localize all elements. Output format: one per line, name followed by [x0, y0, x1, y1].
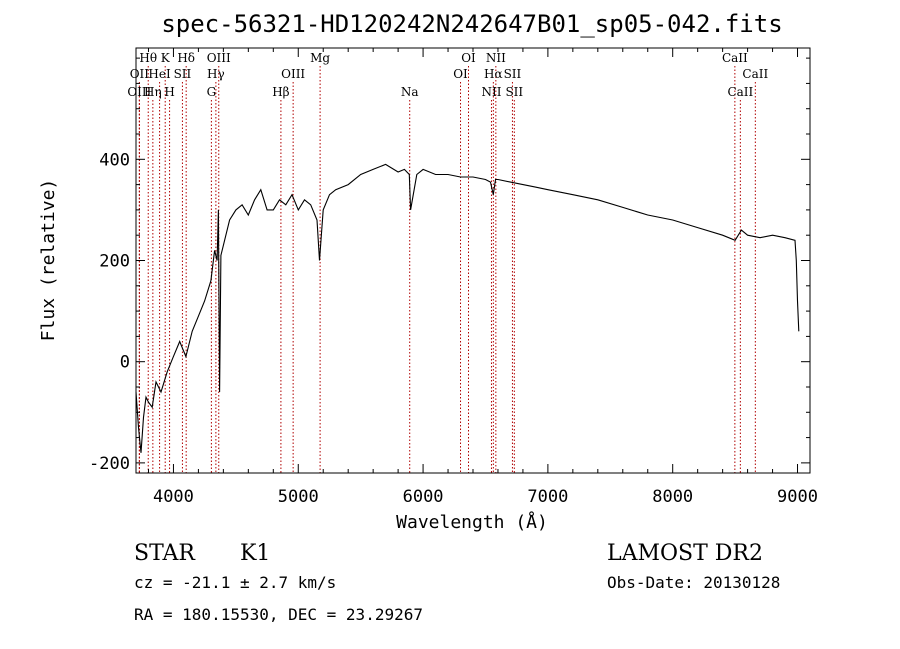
- spectral-line-label: CaII: [742, 67, 768, 81]
- x-tick-label: 6000: [403, 487, 444, 507]
- x-axis-label: Wavelength (Å): [396, 511, 548, 533]
- survey-label: LAMOST DR2: [607, 541, 763, 566]
- spectral-line-label: Hα: [484, 67, 503, 81]
- spectral-line-label: SII: [504, 67, 522, 81]
- spectral-line-label: Na: [401, 85, 419, 99]
- spectral-line-label: OIII: [281, 67, 305, 81]
- x-tick-label: 8000: [652, 487, 693, 507]
- spectral-line-label: NII: [486, 51, 506, 65]
- class-label: STAR: [134, 541, 196, 566]
- subclass-label: K1: [240, 541, 270, 566]
- spectral-line-markers: [138, 66, 756, 473]
- spectral-line-label: Hγ: [207, 67, 225, 81]
- chart-title: spec-56321-HD120242N242647B01_sp05-042.f…: [161, 10, 782, 38]
- spectral-line-label: K: [161, 51, 171, 65]
- spectrum-series-0: [135, 163, 800, 453]
- spectral-line-label: Hβ: [272, 85, 289, 99]
- series-layer: [135, 163, 800, 453]
- x-axis: 4000 5000 6000 7000 8000 9000: [147, 48, 818, 507]
- y-axis-label: Flux (relative): [38, 179, 59, 342]
- spectral-line-label: HeI: [148, 67, 171, 81]
- spectral-line-label: Hθ: [139, 51, 157, 65]
- spectral-line-label: G: [207, 85, 217, 99]
- spectral-line-label: Mg: [310, 51, 330, 65]
- y-tick-label: 400: [99, 150, 130, 170]
- radec-text: RA = 180.15530, DEC = 23.29267: [134, 605, 423, 624]
- spectral-line-label: Hη: [144, 85, 162, 99]
- plot-frame: [135, 47, 811, 474]
- cz-text: cz = -21.1 ± 2.7 km/s: [134, 573, 336, 592]
- y-tick-label: -200: [89, 454, 130, 474]
- spectral-line-label: CaII: [722, 51, 748, 65]
- y-axis: -200 0 200 400: [89, 57, 810, 474]
- spectral-line-label: OIII: [127, 85, 151, 99]
- y-tick-label: 200: [99, 252, 130, 272]
- spectral-line-label: SII: [505, 85, 523, 99]
- spectral-line-label: Hδ: [177, 51, 195, 65]
- spectral-line-label: SII: [174, 67, 192, 81]
- spectral-line-label: OIII: [207, 51, 231, 65]
- y-tick-label: 0: [120, 353, 130, 373]
- x-tick-label: 4000: [153, 487, 194, 507]
- spectral-line-label: OII: [130, 67, 150, 81]
- x-tick-label: 7000: [527, 487, 568, 507]
- obs-date-text: Obs-Date: 20130128: [607, 573, 780, 592]
- x-tick-label: 5000: [278, 487, 319, 507]
- spectral-line-label: CaII: [727, 85, 753, 99]
- spectral-line-label: OI: [453, 67, 468, 81]
- x-tick-label: 9000: [777, 487, 818, 507]
- spectral-line-label: H: [164, 85, 174, 99]
- spectral-line-label: OI: [461, 51, 476, 65]
- spectral-line-label: NII: [481, 85, 501, 99]
